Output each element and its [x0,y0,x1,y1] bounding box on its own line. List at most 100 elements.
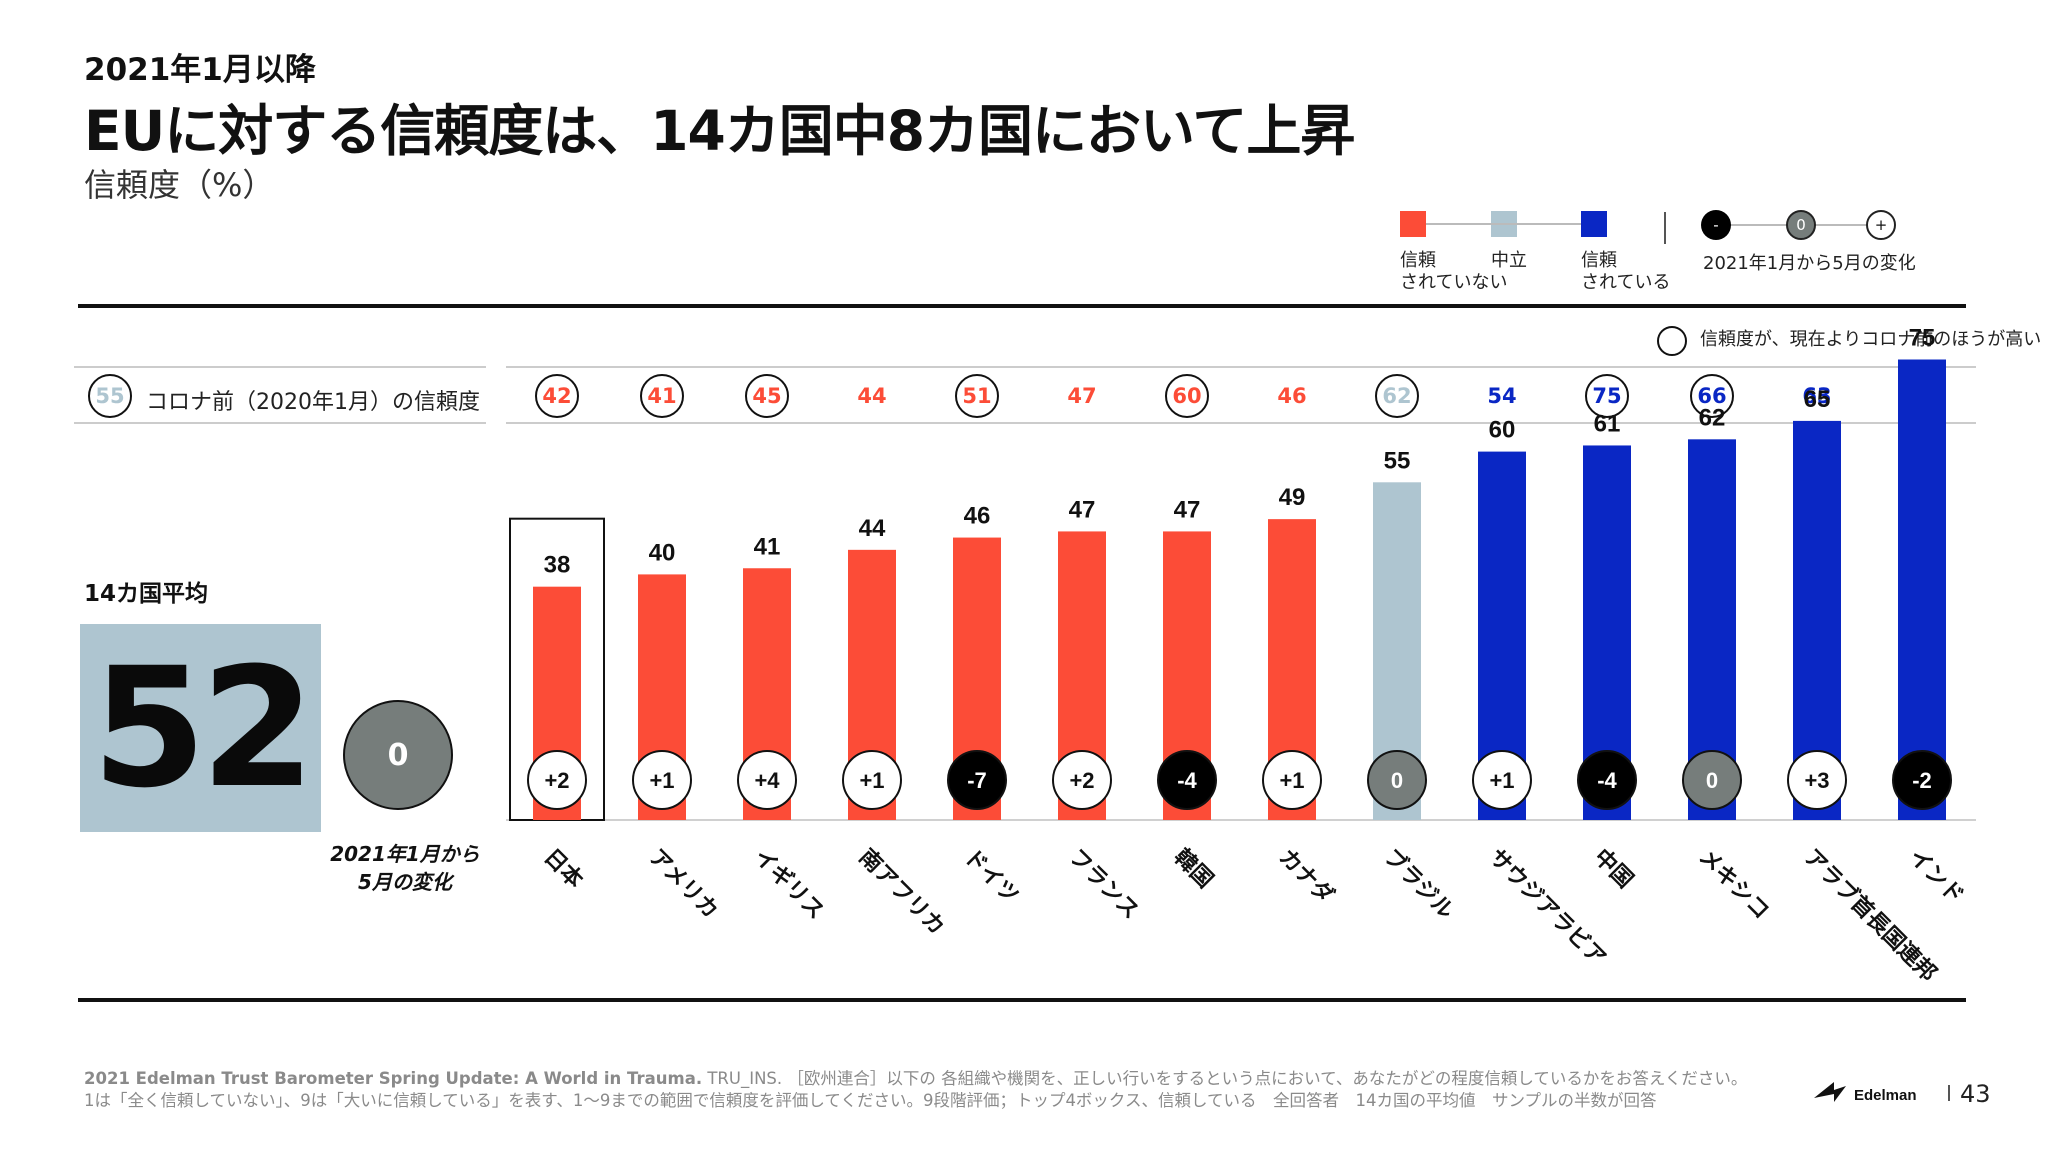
change-value-label: +1 [649,768,674,793]
category-label: 中国 [1589,845,1638,894]
bar-value-label: 47 [1069,496,1096,523]
change-circle [1577,750,1637,810]
precovid-value: 63 [1802,384,1832,408]
precovid-row-rule-bottom [506,422,1976,424]
change-value-label: +1 [1489,768,1514,793]
edelman-logo-mark: Edelman [1814,1082,1917,1104]
bar-value-label: 60 [1489,417,1516,444]
footer-divider [1948,1085,1950,1101]
footer-question: TRU_INS. ［欧州連合］以下の 各組織や機関を、正しい行いをするという点に… [702,1069,1748,1088]
precovid-sample-circle: 55 [88,374,132,418]
category-label: ドイツ [959,845,1023,909]
edelman-logo: Edelman [1812,1072,1922,1116]
precovid-value: 46 [1277,384,1307,408]
brand-name: Edelman [1854,1087,1917,1104]
page-number: 43 [1960,1080,1991,1108]
change-value-label: -2 [1912,768,1932,793]
change-value-label: +1 [859,768,884,793]
bar-value-label: 62 [1699,404,1726,431]
change-value-label: +1 [1279,768,1304,793]
category-label: 韓国 [1169,844,1219,894]
change-value-label: 0 [1391,768,1403,793]
average-change-label-line1: 2021年1月から [330,842,480,866]
precovid-value: 47 [1067,384,1097,408]
category-label: 日本 [539,845,588,894]
average-label: 14カ国平均 [84,581,209,607]
change-value-label: -4 [1177,768,1197,793]
category-label: アメリカ [644,845,723,924]
precovid-value: 51 [955,374,999,418]
bar-value-label: 41 [754,533,781,560]
category-label: カナダ [1274,844,1339,909]
unit-label: 信頼度（%） [84,166,275,204]
precovid-rule-bottom [74,422,486,424]
change-plus-icon: + [1866,210,1896,240]
change-circle [632,750,692,810]
precovid-value: 62 [1375,374,1419,418]
change-minus-icon: - [1701,210,1731,240]
legend-connector [1426,223,1581,225]
change-circle [1682,750,1742,810]
change-circle [1052,750,1112,810]
precovid-rule-top [74,366,486,368]
bar [1898,359,1946,820]
legend-divider [1664,212,1666,244]
category-label: ブラジル [1379,844,1459,924]
change-circle [842,750,902,810]
precovid-value: 54 [1487,384,1517,408]
average-value: 52 [80,624,321,832]
category-label: フランス [1064,845,1144,925]
change-circle [1157,750,1217,810]
change-value-label: +3 [1804,768,1829,793]
legend-swatch-distrust [1400,211,1426,237]
legend-label-trust: 信頼 されている [1581,250,1671,293]
average-change-label: 2021年1月から 5月の変化 [320,840,490,896]
legend-label-neutral: 中立 [1491,250,1527,271]
bar-value-label: 47 [1174,496,1201,523]
bar-value-label: 46 [964,503,991,530]
footer-note: 2021 Edelman Trust Barometer Spring Upda… [84,1068,1747,1112]
precovid-label: コロナ前（2020年1月）の信頼度 [146,390,480,415]
change-value-label: -4 [1597,768,1617,793]
legend-change-label: 2021年1月から5月の変化 [1703,253,1916,274]
subtitle: 2021年1月以降 [84,52,316,88]
bar-value-label: 38 [544,552,571,579]
bar-value-label: 65 [1804,386,1831,413]
bar-value-label: 44 [859,515,886,542]
precovid-value: 66 [1690,374,1734,418]
change-circle [1787,750,1847,810]
category-label: 南アフリカ [854,845,949,940]
change-circle [737,750,797,810]
page-title: EUに対する信頼度は、14カ国中8カ国において上昇 [84,99,1355,163]
bar-value-label: 55 [1384,447,1411,474]
change-zero-icon: 0 [1786,210,1816,240]
precovid-value: 42 [535,374,579,418]
top-rule [78,304,1966,308]
footer-line2: 1は「全く信頼していない」、9は「大いに信頼している」を表す、1〜9までの範囲で… [84,1091,1657,1110]
precovid-note: 信頼度が、現在よりコロナ前のほうが高い [1700,329,2042,350]
footer-line1: 2021 Edelman Trust Barometer Spring Upda… [84,1068,1747,1090]
change-value-label: -7 [967,768,987,793]
average-change-label-line2: 5月の変化 [358,870,452,894]
average-change-circle: 0 [343,700,453,810]
precovid-value: 41 [640,374,684,418]
bar-value-label: 61 [1594,410,1621,437]
change-value-label: +4 [754,768,780,793]
legend-swatch-trust [1581,211,1607,237]
change-value-label: +2 [544,768,569,793]
change-circle [1892,750,1952,810]
precovid-value: 44 [857,384,887,408]
change-circle [1472,750,1532,810]
bar-value-label: 75 [1909,325,1936,352]
change-circle [1367,750,1427,810]
precovid-circle-icon [1657,326,1687,356]
category-label: インド [1904,845,1968,909]
change-circle [947,750,1007,810]
change-value-label: +2 [1069,768,1094,793]
precovid-value: 45 [745,374,789,418]
category-label: メキシコ [1694,845,1774,925]
footer-source: 2021 Edelman Trust Barometer Spring Upda… [84,1069,703,1088]
category-label: イギリス [749,845,829,925]
precovid-value: 60 [1165,374,1209,418]
